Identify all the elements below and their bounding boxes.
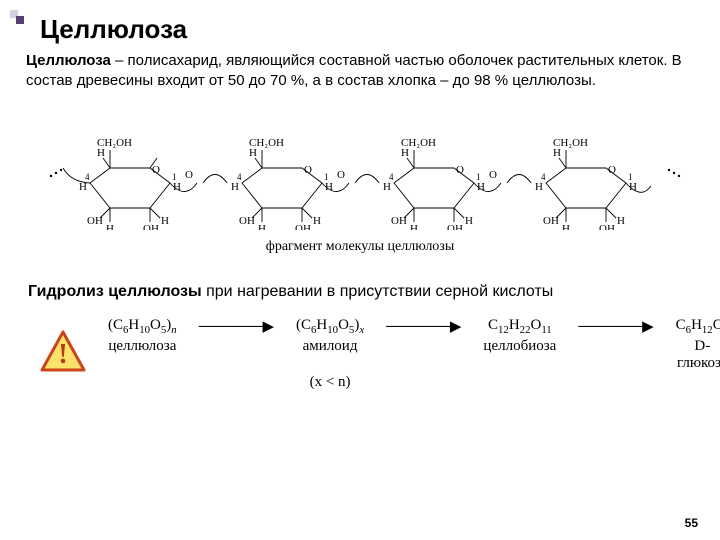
svg-text:OH: OH [543, 215, 559, 227]
svg-text:O: O [304, 164, 312, 176]
bullet-dark [16, 16, 24, 24]
species-0-label: целлюлоза [98, 338, 187, 372]
fragment-caption: фрагмент молекулы целлюлозы [22, 239, 698, 255]
species-0-formula: (C6H10O5)n [98, 317, 187, 336]
slide-title: Целлюлоза [40, 14, 698, 45]
page-number: 55 [685, 516, 698, 530]
svg-text:OH: OH [447, 223, 463, 230]
svg-text:OH: OH [143, 223, 159, 230]
svg-text:H: H [617, 215, 625, 227]
svg-text:H: H [535, 181, 543, 193]
hydrolysis-scheme: (C6H10O5)n ──────▶ (C6H10O5)x ──────▶ C1… [96, 315, 720, 393]
cellulose-structure-diagram: O CH₂OH H H OH OH H 4 1 [32, 110, 698, 235]
svg-text:OH: OH [599, 223, 615, 230]
svg-text:H: H [161, 215, 169, 227]
species-1-note: (x < n) [286, 374, 374, 391]
svg-text:H: H [410, 223, 418, 230]
svg-text:OH: OH [391, 215, 407, 227]
arrow-icon: ──────▶ [189, 317, 284, 336]
svg-text:H: H [106, 223, 114, 230]
svg-text:H: H [231, 181, 239, 193]
species-1-formula: (C6H10O5)x [286, 317, 374, 336]
species-3-formula: C6H12O6 [666, 317, 720, 336]
svg-text:H: H [562, 223, 570, 230]
hydrolysis-rest: при нагревании в присутствии серной кисл… [202, 283, 554, 300]
svg-text:O: O [337, 169, 345, 181]
svg-text:O: O [456, 164, 464, 176]
description-rest: – полисахарид, являющийся составной част… [26, 52, 682, 89]
svg-text:OH: OH [239, 215, 255, 227]
svg-text:O: O [152, 164, 160, 176]
svg-text:!: ! [58, 339, 67, 370]
svg-text:O: O [489, 169, 497, 181]
description: Целлюлоза – полисахарид, являющийся сост… [26, 51, 698, 92]
hydrolysis-heading: Гидролиз целлюлозы при нагревании в прис… [28, 283, 698, 301]
warning-icon: ! [40, 330, 86, 377]
hydrolysis-bold: Гидролиз целлюлозы [28, 283, 202, 300]
svg-text:H: H [401, 147, 409, 159]
svg-text:H: H [313, 215, 321, 227]
svg-text:OH: OH [87, 215, 103, 227]
svg-text:H: H [553, 147, 561, 159]
description-bold: Целлюлоза [26, 52, 111, 69]
species-2-formula: C12H22O11 [473, 317, 566, 336]
species-2-label: целлобиоза [473, 338, 566, 372]
svg-text:H: H [465, 215, 473, 227]
svg-text:H: H [383, 181, 391, 193]
arrow-icon: ──────▶ [568, 317, 663, 336]
species-3-label: D-глюкоза [666, 338, 720, 372]
arrow-icon: ──────▶ [376, 317, 471, 336]
svg-text:O: O [185, 169, 193, 181]
svg-text:H: H [97, 147, 105, 159]
svg-text:O: O [608, 164, 616, 176]
svg-text:H: H [258, 223, 266, 230]
species-1-label: амилоид [286, 338, 374, 372]
svg-text:H: H [249, 147, 257, 159]
svg-text:OH: OH [295, 223, 311, 230]
